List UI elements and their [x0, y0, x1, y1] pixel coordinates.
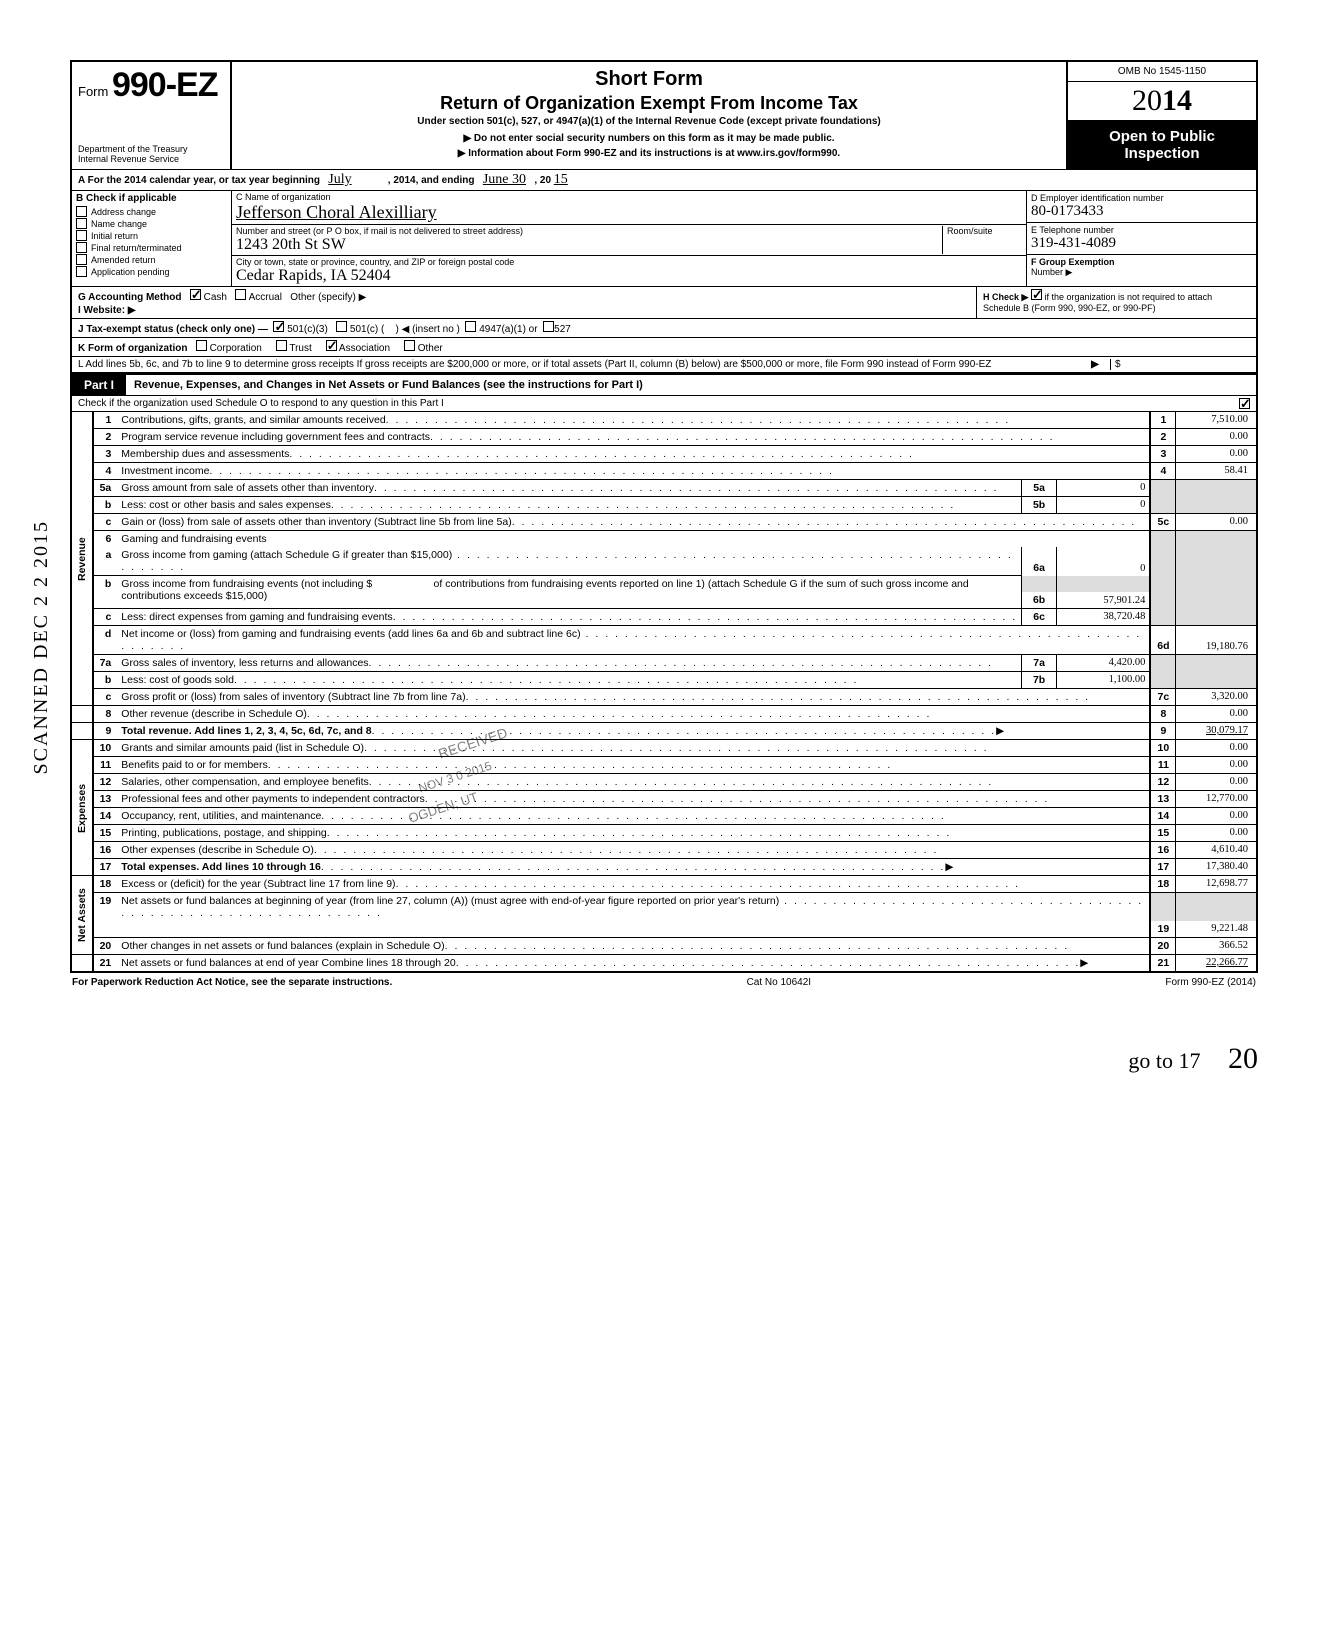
ein-value[interactable]: 80-0173433 [1031, 203, 1252, 220]
org-city[interactable]: Cedar Rapids, IA 52404 [236, 267, 1022, 285]
row-l-gross-receipts: L Add lines 5b, 6c, and 7b to line 9 to … [70, 356, 1258, 374]
chk-association[interactable] [326, 340, 337, 351]
side-revenue: Revenue [71, 412, 93, 706]
val-7a[interactable]: 4,420.00 [1057, 655, 1151, 672]
row-j-tax-status: J Tax-exempt status (check only one) — 5… [70, 318, 1258, 337]
irs-label: Internal Revenue Service [78, 155, 224, 165]
end-year[interactable]: 15 [554, 172, 568, 187]
addr-label: Number and street (or P O box, if mail i… [236, 226, 942, 236]
val-6d[interactable]: 19,180.76 [1176, 626, 1257, 655]
room-suite: Room/suite [942, 226, 1022, 254]
ein-label: D Employer identification number [1031, 193, 1252, 203]
form-header: Form 990-EZ Department of the Treasury I… [70, 60, 1258, 169]
val-7c[interactable]: 3,320.00 [1176, 689, 1257, 706]
chk-final-return[interactable] [76, 242, 87, 253]
tax-year: 2014 [1068, 82, 1256, 121]
note-ssn: ▶ Do not enter social security numbers o… [242, 133, 1056, 144]
val-9[interactable]: 30,079.17 [1176, 723, 1257, 740]
val-13[interactable]: 12,770.00 [1176, 791, 1257, 808]
val-16[interactable]: 4,610.40 [1176, 842, 1257, 859]
val-15[interactable]: 0.00 [1176, 825, 1257, 842]
part-1-header: Part I Revenue, Expenses, and Changes in… [70, 374, 1258, 396]
chk-corp[interactable] [196, 340, 207, 351]
val-19[interactable]: 9,221.48 [1176, 921, 1257, 938]
org-name-label: C Name of organization [236, 192, 1022, 202]
val-14[interactable]: 0.00 [1176, 808, 1257, 825]
subtitle: Under section 501(c), 527, or 4947(a)(1)… [242, 116, 1056, 127]
form-number: Form 990-EZ [78, 66, 224, 105]
org-name[interactable]: Jefferson Choral Alexilliary [236, 202, 1022, 223]
chk-501c3[interactable] [273, 321, 284, 332]
val-11[interactable]: 0.00 [1176, 757, 1257, 774]
website-label: I Website: ▶ [78, 305, 136, 316]
row-a-tax-year: A For the 2014 calendar year, or tax yea… [70, 169, 1258, 190]
chk-address-change[interactable] [76, 206, 87, 217]
chk-schedule-b[interactable] [1031, 289, 1042, 300]
val-4[interactable]: 58.41 [1176, 463, 1257, 480]
val-8[interactable]: 0.00 [1176, 706, 1257, 723]
chk-app-pending[interactable] [76, 266, 87, 277]
chk-527[interactable] [543, 321, 554, 332]
end-date[interactable]: June 30 [483, 172, 526, 187]
scanned-stamp: SCANNED DEC 2 2 2015 [30, 520, 53, 774]
group-exemption-number: Number ▶ [1031, 267, 1252, 278]
title-return: Return of Organization Exempt From Incom… [242, 93, 1056, 114]
val-5c[interactable]: 0.00 [1176, 514, 1257, 531]
side-net-assets: Net Assets [71, 876, 93, 955]
val-21[interactable]: 22,266.77 [1176, 955, 1257, 973]
val-7b[interactable]: 1,100.00 [1057, 672, 1151, 689]
row-k-form-org: K Form of organization Corporation Trust… [70, 337, 1258, 356]
bottom-note: go to 17 20 [70, 1042, 1258, 1076]
chk-initial-return[interactable] [76, 230, 87, 241]
val-5a[interactable]: 0 [1057, 480, 1151, 497]
open-to-public: Open to Public Inspection [1068, 121, 1256, 169]
org-address[interactable]: 1243 20th St SW [236, 236, 942, 254]
chk-other-org[interactable] [404, 340, 415, 351]
section-bcdef: B Check if applicable Address change Nam… [70, 190, 1258, 286]
main-table: Revenue 1 Contributions, gifts, grants, … [70, 411, 1258, 973]
begin-date[interactable]: July [328, 172, 351, 187]
chk-schedule-o[interactable] [1239, 398, 1250, 409]
val-3[interactable]: 0.00 [1176, 446, 1257, 463]
note-info: ▶ Information about Form 990-EZ and its … [242, 148, 1056, 159]
val-2[interactable]: 0.00 [1176, 429, 1257, 446]
val-6c[interactable]: 38,720.48 [1057, 609, 1151, 626]
chk-trust[interactable] [276, 340, 287, 351]
val-17[interactable]: 17,380.40 [1176, 859, 1257, 876]
omb-number: OMB No 1545-1150 [1068, 62, 1256, 82]
city-label: City or town, state or province, country… [236, 257, 1022, 267]
chk-name-change[interactable] [76, 218, 87, 229]
chk-4947[interactable] [465, 321, 476, 332]
val-1[interactable]: 7,510.00 [1176, 412, 1257, 429]
chk-501c[interactable] [336, 321, 347, 332]
val-10[interactable]: 0.00 [1176, 740, 1257, 757]
val-6a[interactable]: 0 [1057, 547, 1151, 576]
part-1-check: Check if the organization used Schedule … [70, 396, 1258, 411]
page-footer: For Paperwork Reduction Act Notice, see … [70, 973, 1258, 992]
chk-accrual[interactable] [235, 289, 246, 300]
val-18[interactable]: 12,698.77 [1176, 876, 1257, 893]
title-short-form: Short Form [242, 68, 1056, 91]
col-b-checkboxes: B Check if applicable Address change Nam… [72, 191, 232, 286]
group-exemption-label: F Group Exemption [1031, 257, 1252, 267]
val-6b[interactable]: 57,901.24 [1057, 592, 1151, 609]
chk-cash[interactable] [190, 289, 201, 300]
val-12[interactable]: 0.00 [1176, 774, 1257, 791]
side-expenses: Expenses [71, 740, 93, 876]
val-20[interactable]: 366.52 [1176, 938, 1257, 955]
chk-amended[interactable] [76, 254, 87, 265]
val-5b[interactable]: 0 [1057, 497, 1151, 514]
phone-label: E Telephone number [1031, 225, 1252, 235]
row-g-accounting: G Accounting Method Cash Accrual Other (… [70, 286, 1258, 318]
phone-value[interactable]: 319-431-4089 [1031, 235, 1252, 252]
